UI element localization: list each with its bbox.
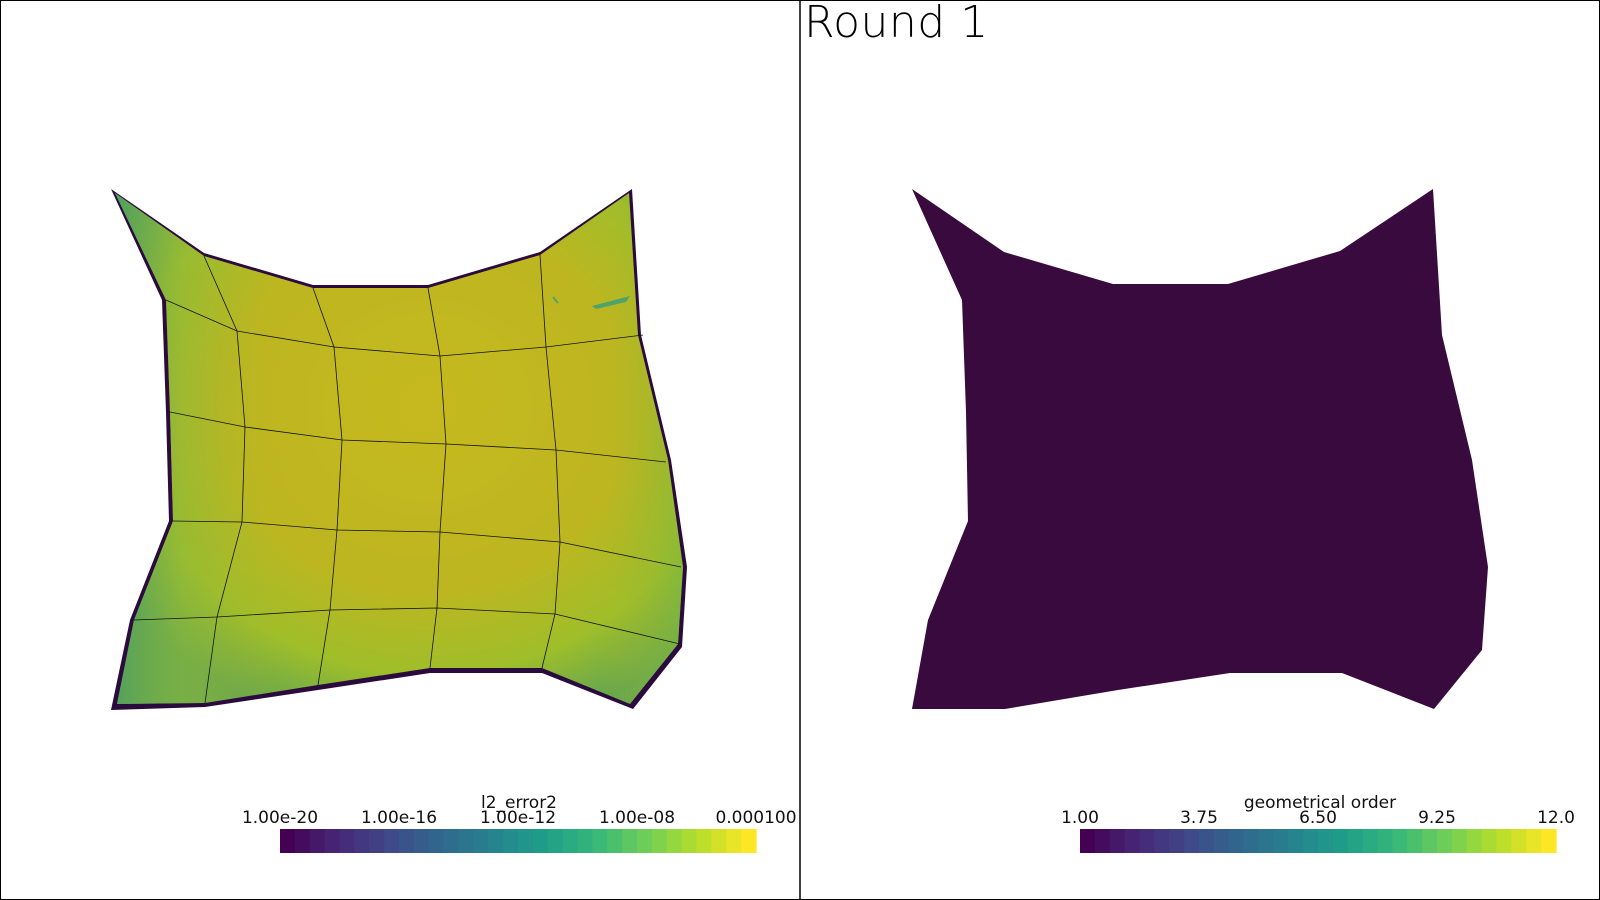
colorbar-swatch bbox=[1347, 829, 1364, 853]
colorbar-swatch bbox=[458, 829, 474, 853]
colorbar-tick-label: 1.00e-16 bbox=[361, 808, 437, 828]
colorbar-swatch bbox=[681, 829, 698, 853]
colorbar-swatch bbox=[1422, 829, 1438, 853]
colorbar-swatch bbox=[607, 829, 623, 853]
colorbar-swatch bbox=[503, 829, 519, 853]
colorbar-swatch bbox=[1124, 829, 1141, 853]
colorbar-swatch bbox=[309, 829, 326, 853]
colorbar-tick-label: 1.00e-20 bbox=[242, 808, 318, 828]
colorbar-swatch bbox=[1511, 829, 1527, 853]
colorbar-tick-label: 1.00 bbox=[1061, 808, 1099, 828]
colorbar-swatch bbox=[1526, 829, 1542, 853]
error-artifact bbox=[592, 296, 630, 309]
colorbar-tick-label: 3.75 bbox=[1180, 808, 1218, 828]
colorbar-swatch bbox=[547, 829, 564, 853]
colorbar-swatch bbox=[324, 829, 341, 853]
colorbar-swatch bbox=[1377, 829, 1393, 853]
colorbar-swatch bbox=[1481, 829, 1498, 853]
page-title: Round 1 bbox=[804, 0, 989, 48]
colorbar-swatch bbox=[651, 829, 668, 853]
colorbar-tick-label: 1.00e-08 bbox=[599, 808, 675, 828]
colorbar-swatch bbox=[1199, 829, 1215, 853]
colorbar-swatch bbox=[711, 829, 727, 853]
colorbar-swatch bbox=[696, 829, 712, 853]
mesh-grid bbox=[133, 254, 682, 704]
colorbar-swatch bbox=[1228, 829, 1245, 853]
colorbar-swatch bbox=[741, 829, 757, 853]
colorbar-swatch bbox=[1169, 829, 1185, 853]
colorbar-tick-label: 9.25 bbox=[1418, 808, 1456, 828]
colorbar-swatch bbox=[399, 829, 415, 853]
colorbar-geometrical-order: geometrical order 1.00 3.75 6.50 9.25 12.0 bbox=[1061, 793, 1575, 853]
colorbar-swatch bbox=[1273, 829, 1289, 853]
colorbar-l2-error: l2_error2 1.00e-20 1.00e-16 1.00e-12 1.00e-… bbox=[242, 793, 797, 853]
mesh-edge-shading bbox=[115, 193, 683, 704]
colorbar-swatch bbox=[726, 829, 742, 853]
colorbar-title: l2_error2 bbox=[481, 793, 557, 813]
colorbar-swatch bbox=[622, 829, 638, 853]
colorbar-swatch bbox=[1154, 829, 1170, 853]
colorbar-swatch bbox=[562, 829, 579, 853]
right-viewport bbox=[912, 189, 1488, 709]
colorbar-swatch bbox=[1258, 829, 1274, 853]
colorbar-swatch bbox=[1303, 829, 1319, 853]
colorbar-swatch bbox=[1184, 829, 1200, 853]
colorbar-tick-label: 1.00e-12 bbox=[480, 808, 556, 828]
colorbar-swatch bbox=[1094, 829, 1111, 853]
colorbar-swatch bbox=[1288, 829, 1304, 853]
colorbar-swatch bbox=[1332, 829, 1349, 853]
geometry-order-surface bbox=[912, 189, 1488, 709]
colorbar-swatch bbox=[592, 829, 608, 853]
colorbar-swatch bbox=[1109, 829, 1126, 853]
colorbar-swatch bbox=[280, 829, 296, 853]
colorbar-swatch bbox=[413, 829, 430, 853]
colorbar-swatch bbox=[1139, 829, 1155, 853]
colorbar-swatch bbox=[1318, 829, 1334, 853]
colorbar-swatch bbox=[577, 829, 593, 853]
colorbar-gradient bbox=[1080, 829, 1557, 853]
colorbar-swatch bbox=[518, 829, 534, 853]
error-artifact bbox=[552, 296, 559, 304]
colorbar-gradient bbox=[280, 829, 757, 853]
colorbar-swatch bbox=[637, 829, 653, 853]
colorbar-swatch bbox=[354, 829, 370, 853]
colorbar-swatch bbox=[532, 829, 549, 853]
colorbar-swatch bbox=[294, 829, 311, 853]
left-viewport bbox=[111, 189, 687, 710]
colorbar-swatch bbox=[339, 829, 355, 853]
colorbar-swatch bbox=[1496, 829, 1512, 853]
colorbar-tick-label: 12.0 bbox=[1537, 808, 1575, 828]
colorbar-tick-label: 6.50 bbox=[1299, 808, 1337, 828]
colorbar-swatch bbox=[1243, 829, 1260, 853]
colorbar-tick-label: 0.000100 bbox=[715, 808, 796, 828]
colorbar-swatch bbox=[488, 829, 504, 853]
colorbar-swatch bbox=[384, 829, 400, 853]
colorbar-swatch bbox=[1392, 829, 1408, 853]
colorbar-swatch bbox=[1451, 829, 1468, 853]
colorbar-swatch bbox=[1437, 829, 1453, 853]
colorbar-swatch bbox=[1080, 829, 1096, 853]
colorbar-title: geometrical order bbox=[1244, 793, 1396, 813]
colorbar-swatch bbox=[1466, 829, 1483, 853]
colorbar-swatch bbox=[473, 829, 489, 853]
colorbar-swatch bbox=[443, 829, 460, 853]
colorbar-swatch bbox=[428, 829, 445, 853]
colorbar-swatch bbox=[666, 829, 683, 853]
colorbar-swatch bbox=[369, 829, 385, 853]
colorbar-swatch bbox=[1362, 829, 1379, 853]
colorbar-swatch bbox=[1213, 829, 1230, 853]
colorbar-swatch bbox=[1541, 829, 1557, 853]
colorbar-swatch bbox=[1407, 829, 1423, 853]
